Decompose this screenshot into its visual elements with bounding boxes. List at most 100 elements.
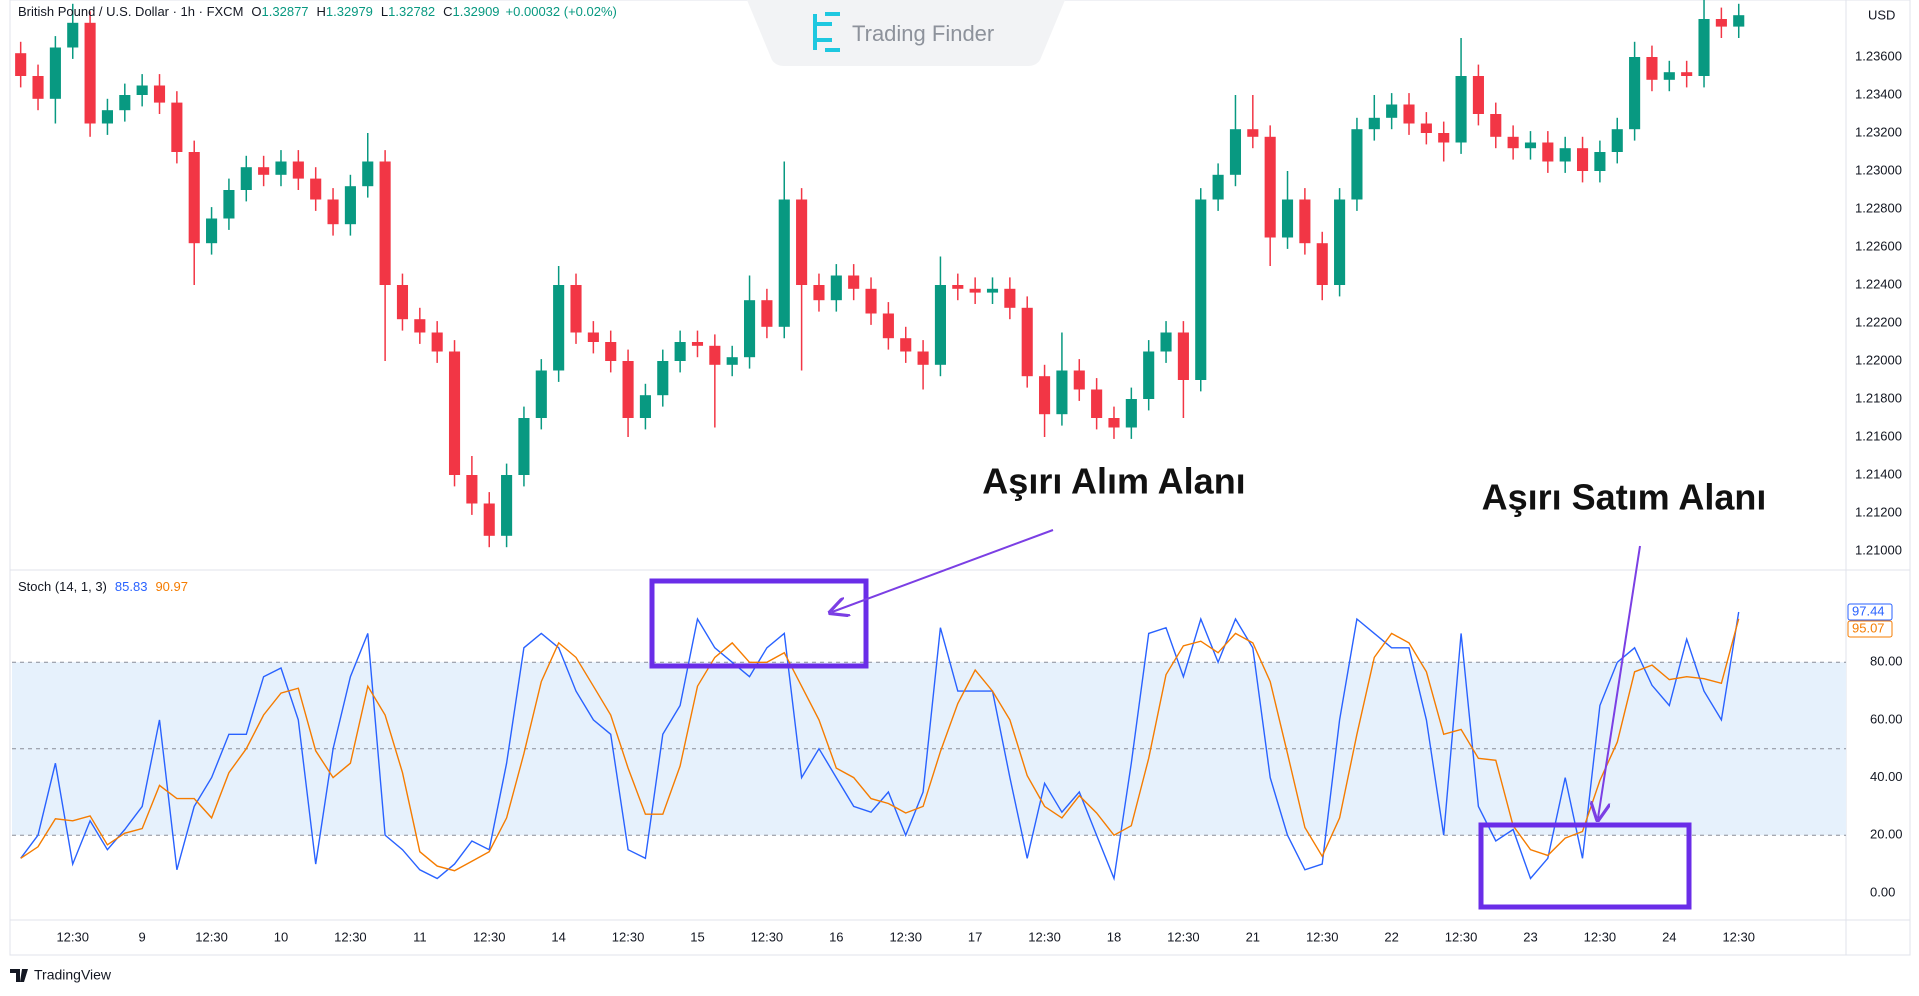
- candle-body: [726, 357, 738, 365]
- symbol-header: British Pound / U.S. Dollar · 1h · FXCM O…: [18, 4, 617, 19]
- candle-body: [1021, 307, 1033, 377]
- candle-body: [206, 218, 218, 244]
- x-tick-label: 14: [551, 929, 565, 944]
- y-tick-label: 40.00: [1870, 769, 1903, 784]
- candle-body: [171, 102, 183, 152]
- candle-body: [1073, 370, 1085, 390]
- y-tick-label: 1.22000: [1855, 352, 1902, 367]
- candle-body: [882, 313, 894, 339]
- stoch-band-layer: [12, 661, 1846, 836]
- candle-body: [327, 199, 339, 225]
- candle-body: [796, 199, 808, 285]
- candle-body: [1056, 370, 1068, 415]
- y-tick-label: 1.22600: [1855, 238, 1902, 253]
- candle-body: [1195, 199, 1207, 380]
- candle-body: [448, 351, 461, 475]
- candle-body: [691, 342, 704, 346]
- ohlc-key: O: [251, 4, 261, 19]
- candle-body: [1698, 19, 1710, 76]
- candle-body: [275, 161, 287, 175]
- candle-body: [917, 351, 929, 365]
- candle-body: [1368, 117, 1380, 130]
- annotation: Aşırı Satım Alanı: [1482, 477, 1767, 518]
- candle-body: [848, 275, 860, 289]
- x-tick-label: 21: [1246, 929, 1260, 944]
- candle-body: [1455, 76, 1467, 143]
- candle-body: [934, 285, 946, 365]
- candle-body: [1681, 72, 1693, 76]
- candle-body: [1420, 123, 1432, 133]
- symbol: British Pound / U.S. Dollar · 1h · FXCM: [18, 4, 243, 19]
- candle-body: [379, 161, 391, 285]
- candle-body: [1004, 288, 1016, 308]
- candle-body: [344, 186, 356, 225]
- overbought-box: [649, 578, 869, 669]
- ohlc-value: 1.32782: [388, 4, 435, 19]
- candle-body: [1542, 142, 1554, 162]
- y-tick-label: 1.21000: [1855, 542, 1902, 557]
- candle-body: [466, 475, 478, 504]
- x-tick-label: 16: [829, 929, 843, 944]
- ohlc-value: 1.32979: [326, 4, 373, 19]
- y-tick-label: 1.22400: [1855, 276, 1902, 291]
- candle-body: [1212, 174, 1224, 200]
- candle-body: [778, 199, 790, 327]
- change: +0.00032 (+0.02%): [506, 4, 617, 19]
- candle-body: [761, 300, 773, 327]
- candle-body: [1299, 199, 1311, 244]
- candle-body: [240, 167, 252, 190]
- stoch-lines: [20, 611, 1740, 882]
- candle-body: [1663, 72, 1675, 80]
- candle-body: [1524, 142, 1537, 149]
- x-tick-label: 12:30: [612, 929, 645, 944]
- annotation: Aşırı Alım Alanı: [982, 461, 1245, 502]
- candle-body: [483, 503, 495, 536]
- y-tick-label: 60.00: [1870, 711, 1903, 726]
- last-value-label: 95.07: [1852, 620, 1885, 635]
- candle-body: [67, 22, 79, 48]
- x-tick-label: 12:30: [889, 929, 922, 944]
- x-tick-label: 12:30: [473, 929, 506, 944]
- candle-body: [49, 47, 61, 99]
- candle-body: [1386, 104, 1398, 118]
- x-tick-label: 12:30: [334, 929, 367, 944]
- candle-body: [1559, 148, 1571, 162]
- candle-body: [743, 300, 756, 358]
- candle-body: [830, 275, 842, 301]
- candle-body: [952, 285, 964, 289]
- ohlc-key: H: [317, 4, 326, 19]
- candle-body: [1108, 418, 1120, 428]
- arrow: [832, 529, 1054, 612]
- candle-body: [553, 285, 565, 371]
- candles: [15, 0, 1745, 548]
- y-tick-label: 1.23200: [1855, 124, 1902, 139]
- candle-body: [1594, 152, 1606, 171]
- candle-body: [1125, 399, 1137, 428]
- last-value-label: 97.44: [1852, 603, 1885, 618]
- x-tick-label: 18: [1107, 929, 1121, 944]
- candle-body: [1629, 57, 1641, 130]
- ohlc-value: 1.32877: [262, 4, 309, 19]
- candle-body: [396, 285, 409, 320]
- logo-text: Trading Finder: [852, 21, 994, 46]
- candle-body: [1091, 389, 1103, 418]
- stoch-line: [20, 618, 1740, 872]
- candle-body: [969, 288, 981, 293]
- y-tick-label: 1.23000: [1855, 162, 1902, 177]
- legend-value: 85.83: [115, 579, 148, 594]
- candle-body: [1733, 15, 1745, 27]
- candle-body: [1490, 114, 1502, 137]
- footer-text: TradingView: [34, 967, 112, 983]
- candle-body: [639, 395, 651, 418]
- last-value-box: [1847, 620, 1893, 638]
- y-tick-label: 1.23400: [1855, 86, 1902, 101]
- candle-body: [362, 161, 374, 187]
- candle-body: [1646, 57, 1658, 80]
- currency-label: USD: [1868, 7, 1895, 22]
- y-tick-label: 1.21800: [1855, 390, 1902, 405]
- candle-body: [535, 370, 547, 418]
- candle-body: [1611, 129, 1623, 152]
- candle-body: [1247, 129, 1259, 137]
- candle-body: [1281, 199, 1294, 238]
